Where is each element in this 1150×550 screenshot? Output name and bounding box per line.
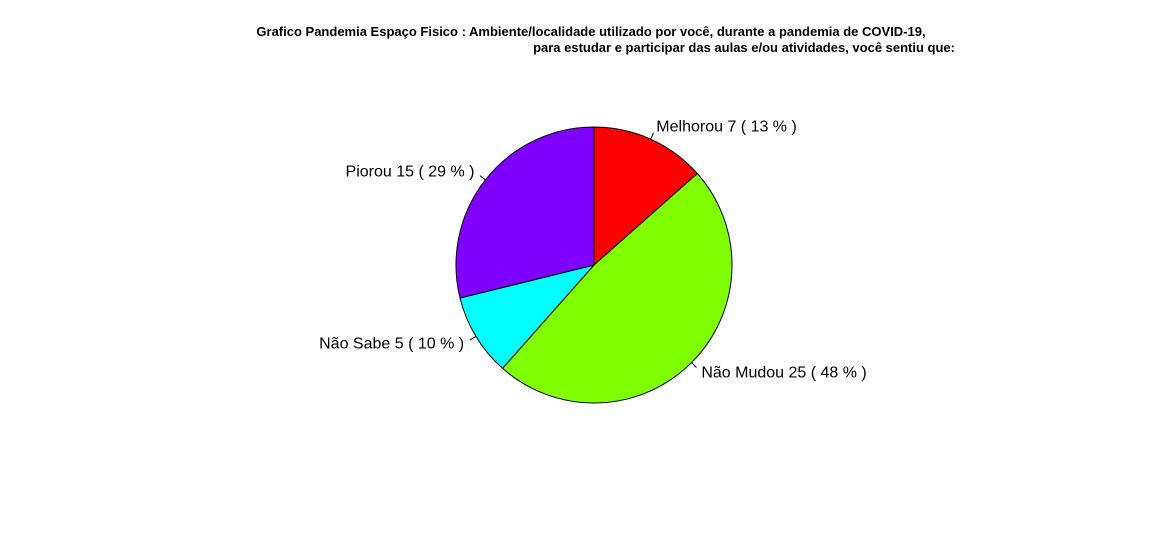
pie-slice-melhorou <box>593 126 698 267</box>
slice-label-piorou: Piorou 15 ( 29 % ) <box>346 163 475 180</box>
slice-label-nao-sabe: Não Sabe 5 ( 10 % ) <box>319 336 464 353</box>
slice-label-nao-mudou: Não Mudou 25 ( 48 % ) <box>701 364 866 381</box>
pie-slice-nao-sabe <box>459 264 596 369</box>
chart-title-line-2: para estudar e participar das aulas e/ou… <box>533 40 955 55</box>
leader-line-nao-sabe <box>469 335 477 341</box>
pie-slices <box>455 126 733 404</box>
leader-line-piorou <box>479 175 486 181</box>
leader-line-melhorou <box>650 132 654 140</box>
slice-label-melhorou: Melhorou 7 ( 13 % ) <box>656 119 797 136</box>
chart-title-line-1: Grafico Pandemia Espaço Fisico : Ambient… <box>256 24 925 39</box>
chart-title: Grafico Pandemia Espaço Fisico : Ambient… <box>256 24 955 55</box>
leader-line-nao-mudou <box>691 362 697 368</box>
pie-slice-nao-mudou <box>501 172 733 404</box>
pie-labels: Melhorou 7 ( 13 % ) Não Mudou 25 ( 48 % )… <box>319 119 867 382</box>
